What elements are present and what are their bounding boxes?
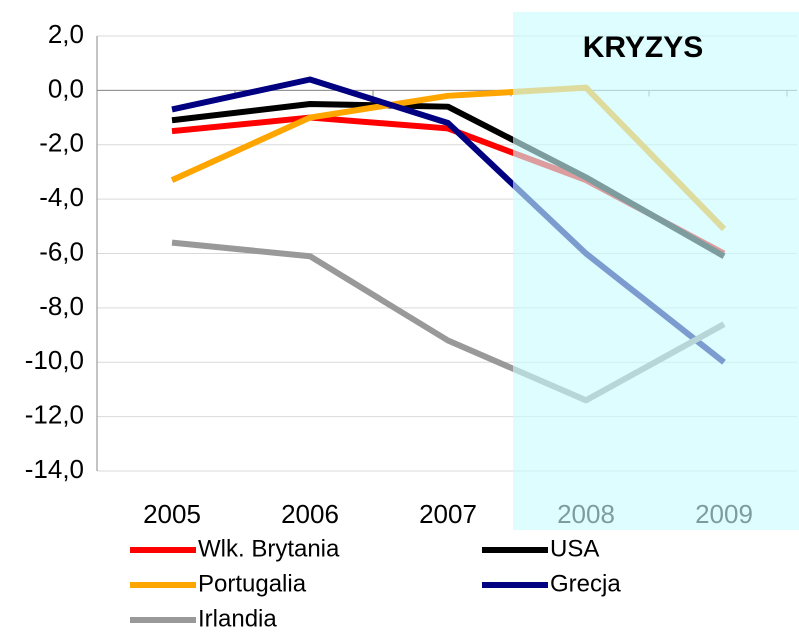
legend-label: Grecja [550,570,621,597]
legend-label: Wlk. Brytania [198,535,340,562]
y-tick-label: -10,0 [25,345,84,375]
x-tick-label: 2006 [281,499,339,529]
y-tick-label: -6,0 [39,236,84,266]
x-tick-label: 2005 [143,499,201,529]
y-tick-label: 0,0 [48,73,84,103]
y-tick-label: -14,0 [25,454,84,484]
y-tick-label: -12,0 [25,400,84,430]
y-tick-label: -8,0 [39,291,84,321]
legend-label: Portugalia [198,570,307,597]
y-tick-label: 2,0 [48,19,84,49]
y-tick-label: -2,0 [39,128,84,158]
legend-label: USA [550,535,599,562]
crisis-region [513,12,799,530]
legend-label: Irlandia [198,605,277,632]
y-tick-label: -4,0 [39,182,84,212]
annotation: KRYZYS [583,31,704,64]
x-tick-label: 2007 [419,499,477,529]
